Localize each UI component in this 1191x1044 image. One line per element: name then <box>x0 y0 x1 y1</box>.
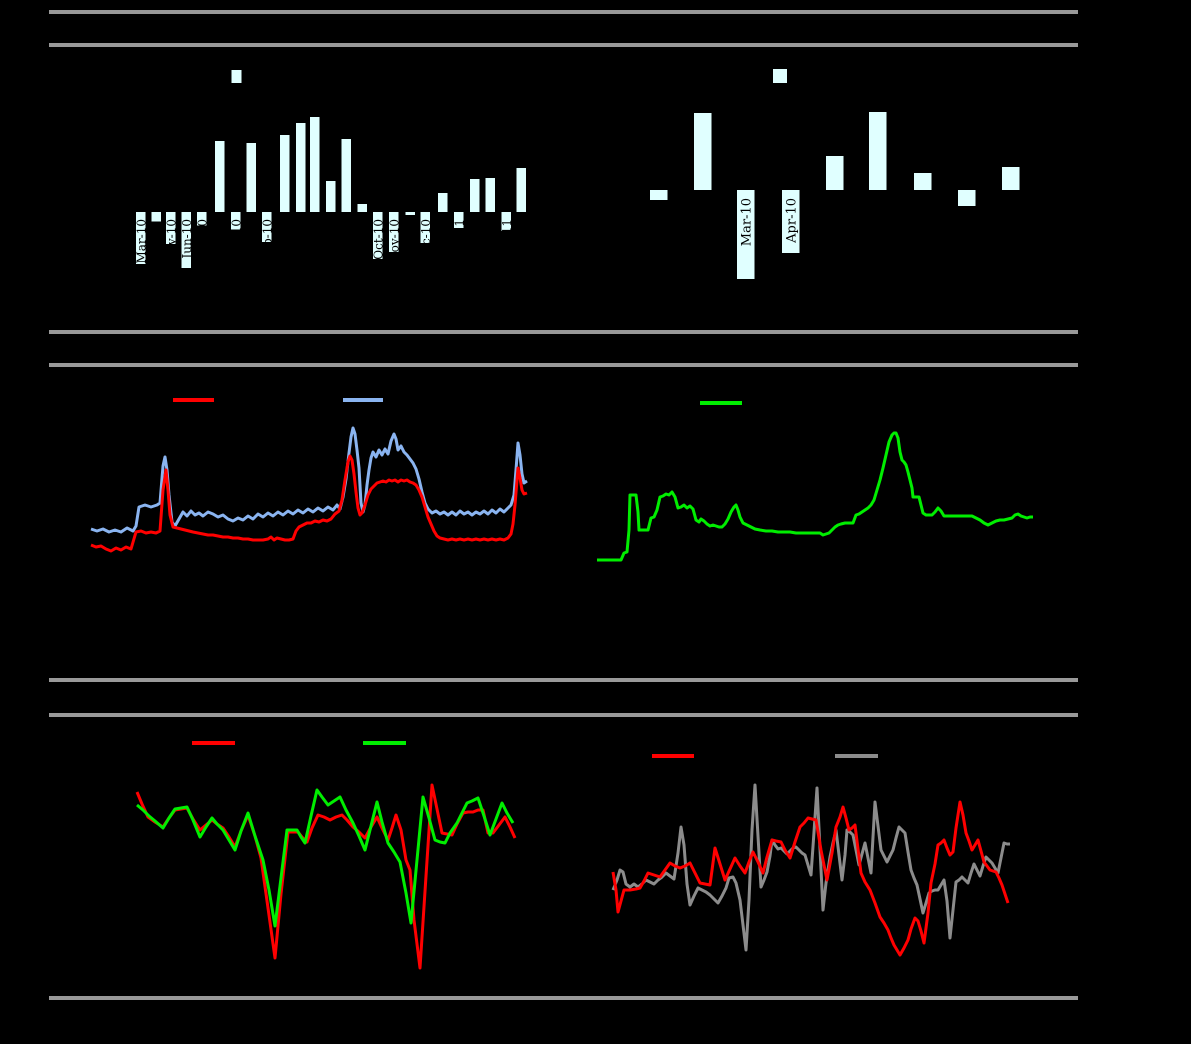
return-bar <box>420 212 430 243</box>
return-bar <box>737 190 755 279</box>
x-axis-month-label: Apr-10 <box>784 198 799 244</box>
x-axis-month-label: Dec-10 <box>419 219 433 262</box>
return-bar <box>694 113 712 190</box>
return-bar <box>438 193 448 212</box>
return-bar <box>389 212 399 252</box>
return-bar <box>136 212 146 264</box>
return-bar <box>782 190 800 253</box>
x-axis-month-label: Aug-10 <box>229 219 243 263</box>
x-axis-month-label: Sep-10 <box>260 219 274 261</box>
monthly-returns-bar-chart-right: Mar-10 Apr-10 <box>650 69 1020 279</box>
series-green-line <box>136 788 515 928</box>
series-gray-line <box>611 783 1010 952</box>
return-bar <box>262 212 272 242</box>
return-bar <box>310 117 320 212</box>
return-bar <box>405 212 415 215</box>
return-bar <box>280 135 290 212</box>
x-axis-month-label: Jan-11 <box>452 219 466 260</box>
return-bar <box>341 139 351 212</box>
return-bar <box>650 190 668 200</box>
return-bar <box>215 141 225 212</box>
series-red-line <box>135 783 517 970</box>
return-bar <box>914 173 932 190</box>
series-red-line <box>90 454 528 553</box>
x-axis-month-label: Jul-10 <box>195 219 209 257</box>
series-red-line <box>611 800 1010 957</box>
return-bar <box>485 178 495 212</box>
return-bar <box>826 156 844 190</box>
x-axis-month-label: Mar-10 <box>134 219 148 264</box>
return-bar <box>470 179 480 212</box>
return-bar <box>326 181 336 212</box>
return-bar <box>357 204 367 212</box>
x-axis-month-label: Feb-11 <box>500 219 514 261</box>
return-bar <box>869 112 887 190</box>
return-bar <box>231 212 241 230</box>
return-bar <box>501 212 511 231</box>
x-axis-month-label: Oct-10 <box>371 219 385 260</box>
return-bar <box>1002 167 1020 190</box>
return-bar <box>516 168 526 212</box>
return-bar <box>197 212 207 226</box>
return-bar <box>181 212 191 268</box>
x-axis-month-label: May-10 <box>164 219 178 265</box>
return-bar <box>958 190 976 206</box>
series-green-line <box>597 431 1033 562</box>
monthly-returns-bar-chart-left: Mar-10 May-10 Jun-10 Jul-10 Aug-10 Sep-10 Oct-… <box>134 70 526 268</box>
outlier-bar-segment <box>231 70 242 83</box>
equity-line-chart-red-blue <box>90 398 528 553</box>
return-bar <box>151 212 161 222</box>
returns-line-chart-red-green <box>135 741 517 970</box>
return-bar <box>373 212 383 259</box>
return-bar <box>166 212 176 244</box>
series-blue-line <box>90 426 528 534</box>
return-bar <box>246 143 256 212</box>
section-dividers <box>49 10 1078 1000</box>
return-bar <box>296 123 306 212</box>
outlier-bar-segment <box>773 69 787 83</box>
x-axis-month-label: Mar-10 <box>739 198 754 246</box>
x-axis-month-label: Nov-10 <box>387 219 401 263</box>
return-bar <box>454 212 464 228</box>
x-axis-month-label: Jun-10 <box>180 219 194 261</box>
returns-line-chart-red-gray <box>611 754 1010 957</box>
equity-line-chart-green <box>597 401 1033 562</box>
